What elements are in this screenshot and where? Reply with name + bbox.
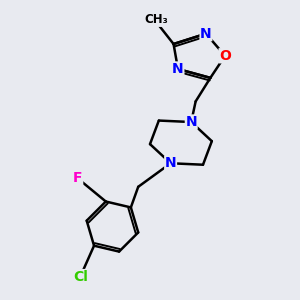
- Text: N: N: [200, 27, 212, 41]
- Text: CH₃: CH₃: [144, 14, 168, 26]
- Text: O: O: [219, 49, 231, 63]
- Text: N: N: [165, 156, 176, 170]
- Text: N: N: [172, 62, 184, 76]
- Text: F: F: [73, 171, 83, 185]
- Text: N: N: [185, 115, 197, 129]
- Text: Cl: Cl: [74, 270, 88, 283]
